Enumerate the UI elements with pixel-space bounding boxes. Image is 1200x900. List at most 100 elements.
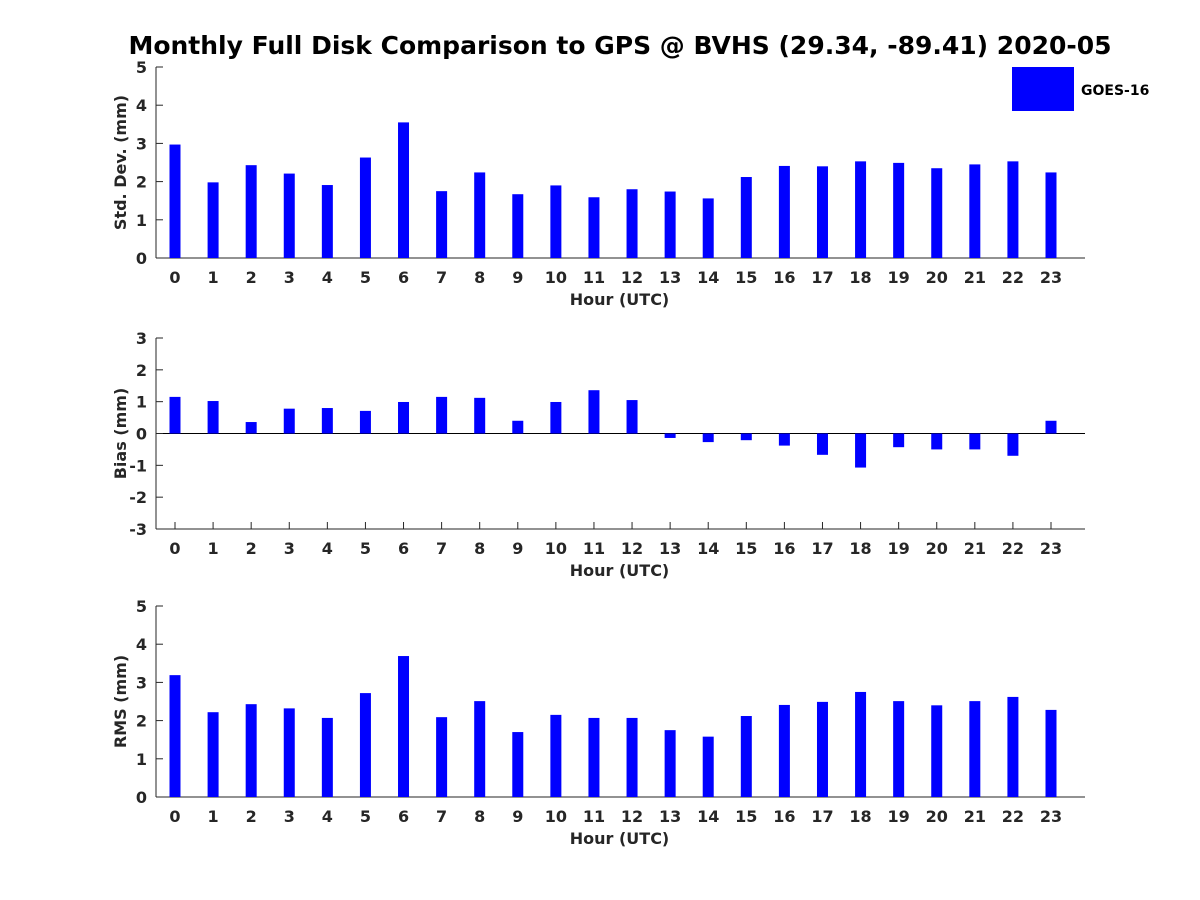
bias-y-tick-label: 3 (136, 329, 147, 348)
rms-bar-hour-11 (588, 717, 600, 797)
rms-y-axis-label: RMS (mm) (111, 655, 130, 748)
std-dev-bar-hour-23 (1045, 172, 1057, 258)
std-dev-y-tick-label: 1 (136, 211, 147, 230)
bias-bar-hour-10 (550, 401, 562, 434)
std-dev-x-tick-label: 12 (621, 268, 643, 287)
std-dev-bar-hour-21 (969, 164, 981, 258)
std-dev-bar-hour-6 (398, 122, 410, 258)
std-dev-x-tick-label: 20 (926, 268, 948, 287)
std-dev-x-tick-label: 1 (208, 268, 219, 287)
std-dev-y-tick-label: 3 (136, 134, 147, 153)
bias-x-tick-label: 2 (246, 539, 257, 558)
rms-y-tick-label: 2 (136, 712, 147, 731)
bias-x-tick-label: 22 (1002, 539, 1024, 558)
std-dev-bar-hour-4 (321, 185, 333, 258)
rms-bar-hour-2 (245, 704, 257, 797)
bias-bar-hour-2 (245, 422, 257, 434)
std-dev-bar-hour-20 (931, 168, 943, 258)
rms-x-tick-label: 6 (398, 807, 409, 826)
bias-bar-hour-11 (588, 390, 600, 434)
bias-x-tick-label: 4 (322, 539, 333, 558)
rms-bar-hour-16 (778, 704, 790, 797)
std-dev-bar-hour-19 (893, 162, 905, 258)
std-dev-x-tick-label: 3 (284, 268, 295, 287)
bias-bar-hour-13 (664, 433, 676, 438)
rms-bar-hour-4 (321, 717, 333, 797)
std-dev-x-tick-label: 23 (1040, 268, 1062, 287)
bias-x-tick-label: 0 (169, 539, 180, 558)
bias-bar-hour-1 (207, 401, 219, 434)
std-dev-bar-hour-8 (474, 172, 486, 258)
rms-bar-hour-12 (626, 717, 638, 797)
rms-x-tick-label: 17 (811, 807, 833, 826)
rms-bar-hour-1 (207, 712, 219, 797)
rms-x-tick-label: 13 (659, 807, 681, 826)
rms-x-tick-label: 16 (773, 807, 795, 826)
std-dev-x-tick-label: 16 (773, 268, 795, 287)
rms-x-tick-label: 11 (583, 807, 605, 826)
bias-bar-hour-7 (436, 396, 448, 434)
legend: GOES-16 (1012, 67, 1149, 111)
bias-y-tick-label: 0 (136, 425, 147, 444)
rms-y-tick-label: 5 (136, 597, 147, 616)
bias-x-tick-label: 19 (888, 539, 910, 558)
std-dev-x-tick-label: 4 (322, 268, 333, 287)
rms-bar-hour-18 (855, 691, 867, 797)
std-dev-x-tick-label: 0 (169, 268, 180, 287)
rms-x-tick-label: 18 (849, 807, 871, 826)
std-dev-x-tick-label: 6 (398, 268, 409, 287)
bias-bar-hour-12 (626, 400, 638, 434)
std-dev-bar-hour-15 (740, 177, 752, 258)
bias-x-tick-label: 8 (474, 539, 485, 558)
bias-x-tick-label: 15 (735, 539, 757, 558)
bias-x-tick-label: 18 (849, 539, 871, 558)
rms-bar-hour-9 (512, 732, 524, 797)
legend-swatch-goes-16 (1012, 67, 1074, 111)
bias-bar-hour-18 (855, 433, 867, 468)
bias-x-tick-label: 21 (964, 539, 986, 558)
bias-x-tick-label: 7 (436, 539, 447, 558)
rms-x-axis-label: Hour (UTC) (570, 829, 670, 848)
bias-y-tick-label: -2 (129, 488, 147, 507)
bias-x-tick-label: 16 (773, 539, 795, 558)
std-dev-x-tick-label: 5 (360, 268, 371, 287)
bias-bar-hour-20 (931, 433, 943, 450)
bias-x-tick-label: 5 (360, 539, 371, 558)
std-dev-x-tick-label: 22 (1002, 268, 1024, 287)
rms-bar-hour-22 (1007, 696, 1019, 797)
bias-x-axis-label: Hour (UTC) (570, 561, 670, 580)
bias-bar-hour-21 (969, 433, 981, 450)
rms-x-tick-label: 7 (436, 807, 447, 826)
rms-x-tick-label: 10 (545, 807, 567, 826)
std-dev-x-tick-label: 9 (512, 268, 523, 287)
std-dev-bar-hour-13 (664, 191, 676, 258)
rms-bar-hour-15 (740, 716, 752, 797)
std-dev-x-tick-label: 17 (811, 268, 833, 287)
std-dev-bar-hour-16 (778, 165, 790, 258)
bias-x-tick-label: 23 (1040, 539, 1062, 558)
bias-x-tick-label: 17 (811, 539, 833, 558)
bias-bar-hour-3 (283, 408, 295, 434)
std-dev-x-tick-label: 8 (474, 268, 485, 287)
bias-x-tick-label: 14 (697, 539, 719, 558)
rms-x-tick-label: 0 (169, 807, 180, 826)
bias-x-tick-label: 10 (545, 539, 567, 558)
std-dev-x-tick-label: 14 (697, 268, 719, 287)
bias-bar-hour-4 (321, 408, 333, 434)
std-dev-bar-hour-7 (436, 191, 448, 258)
bias-y-tick-label: 1 (136, 393, 147, 412)
rms-bar-hour-21 (969, 701, 981, 797)
bias-x-tick-label: 20 (926, 539, 948, 558)
bias-x-tick-label: 13 (659, 539, 681, 558)
bias-bar-hour-14 (702, 433, 714, 443)
rms-bar-hour-0 (169, 675, 181, 797)
bias-bar-hour-23 (1045, 420, 1057, 434)
std-dev-bar-hour-9 (512, 194, 524, 258)
rms-bar-hour-14 (702, 736, 714, 797)
rms-bar-hour-23 (1045, 709, 1057, 797)
rms-x-tick-label: 1 (208, 807, 219, 826)
std-dev-x-tick-label: 19 (888, 268, 910, 287)
bias-bar-hour-6 (398, 401, 410, 434)
